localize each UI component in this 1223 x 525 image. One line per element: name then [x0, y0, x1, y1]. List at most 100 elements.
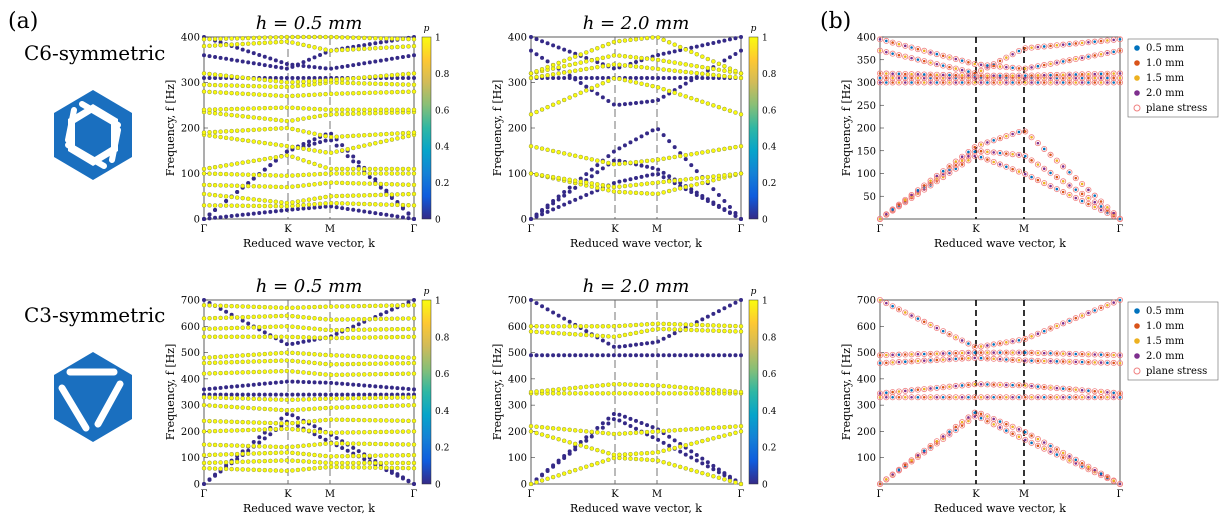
band-point: [384, 192, 389, 197]
band-point: [716, 388, 722, 393]
band-point: [257, 197, 262, 203]
band-point: [550, 102, 556, 107]
band-point: [290, 313, 295, 319]
band-point: [1042, 181, 1046, 185]
band-point: [902, 358, 909, 365]
band-point: [351, 201, 356, 206]
band-point: [1093, 76, 1097, 80]
band-point: [1011, 66, 1014, 70]
band-point: [986, 419, 989, 423]
band-point: [367, 453, 372, 458]
band-point: [207, 355, 212, 360]
band-point: [567, 331, 572, 337]
colorbar-label: p: [424, 24, 430, 34]
band-point: [251, 106, 256, 111]
band-point: [257, 77, 262, 82]
band-point: [212, 192, 218, 198]
band-point: [201, 43, 207, 49]
band-point: [213, 215, 218, 220]
band-point: [1087, 353, 1090, 356]
band-point: [290, 80, 295, 85]
band-point: [356, 43, 361, 48]
band-point: [561, 438, 567, 443]
band-point: [389, 307, 394, 312]
band-point: [617, 382, 622, 387]
band-point: [606, 451, 611, 456]
band-point: [694, 74, 699, 79]
band-point: [727, 205, 732, 210]
band-point: [711, 66, 716, 72]
band-point: [328, 328, 334, 333]
band-point: [666, 384, 672, 389]
band-point: [201, 89, 207, 94]
band-point: [922, 387, 926, 391]
band-point: [207, 316, 212, 321]
band-point: [922, 449, 926, 453]
band-point: [251, 382, 256, 387]
band-point: [201, 82, 207, 87]
band-point: [633, 37, 639, 42]
band-point: [700, 99, 705, 104]
band-point: [334, 381, 339, 386]
band-point: [973, 411, 977, 414]
band-point: [578, 75, 583, 80]
band-point: [1005, 341, 1008, 344]
band-point: [323, 133, 328, 139]
band-point: [628, 177, 633, 182]
band-point: [411, 460, 417, 466]
band-point: [694, 322, 699, 328]
band-point: [279, 208, 284, 213]
band-point: [550, 387, 556, 393]
band-point: [246, 106, 251, 111]
band-point: [251, 139, 256, 144]
band-point: [290, 450, 295, 456]
band-point: [700, 193, 705, 198]
y-tick-label: 200: [181, 124, 200, 135]
band-point: [306, 202, 312, 207]
band-point: [971, 79, 978, 86]
band-point: [933, 61, 940, 68]
x-tick-label: Γ: [1117, 489, 1124, 500]
band-point: [666, 188, 672, 194]
band-point: [967, 356, 970, 360]
band-point: [284, 173, 290, 178]
band-point: [650, 75, 655, 80]
band-point: [595, 447, 600, 453]
band-point: [998, 351, 1002, 354]
band-point: [400, 334, 406, 340]
band-point: [1079, 359, 1086, 366]
band-point: [279, 334, 284, 339]
band-point: [960, 163, 964, 166]
band-point: [1011, 53, 1014, 56]
band-point: [711, 467, 716, 472]
band-point: [902, 387, 909, 394]
band-point: [295, 79, 301, 85]
band-point: [1009, 79, 1016, 86]
band-point: [1066, 169, 1073, 176]
band-point: [998, 163, 1002, 166]
band-point: [234, 113, 240, 118]
band-point: [207, 395, 212, 400]
band-point: [606, 63, 611, 68]
band-point: [722, 73, 727, 79]
band-point: [201, 452, 207, 458]
band-point: [301, 419, 306, 425]
band-point: [384, 39, 389, 44]
band-point: [251, 203, 256, 209]
band-point: [595, 60, 600, 65]
band-point: [1098, 79, 1105, 86]
band-point: [694, 469, 699, 474]
band-point: [628, 343, 633, 348]
band-point: [992, 74, 995, 77]
band-point: [1017, 395, 1021, 399]
band-point: [378, 58, 383, 63]
band-17: [201, 324, 417, 333]
band-point: [645, 131, 650, 136]
band-point: [644, 158, 650, 164]
band-point: [562, 75, 567, 80]
band-point: [689, 353, 694, 358]
band-point: [1112, 353, 1115, 357]
band-8: [201, 180, 417, 190]
band-point: [584, 50, 589, 55]
band-point: [1036, 64, 1040, 68]
